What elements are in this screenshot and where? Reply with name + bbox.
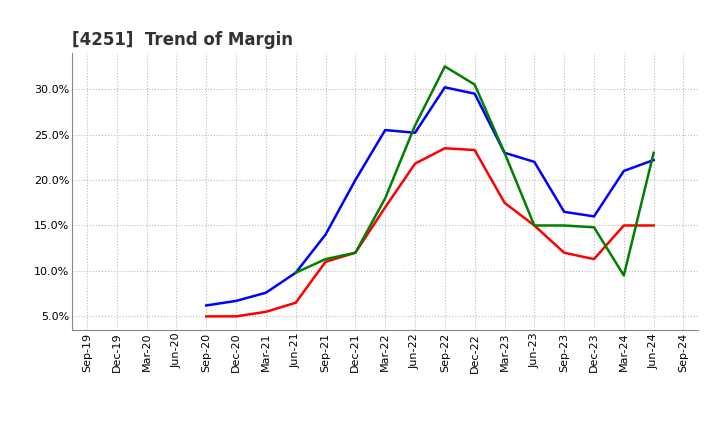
Net Income — [202, 314, 210, 319]
Net Income — [292, 300, 300, 305]
Ordinary Income — [649, 158, 658, 163]
Net Income — [351, 250, 360, 255]
Operating Cashflow — [441, 64, 449, 69]
Net Income — [470, 147, 479, 153]
Ordinary Income — [292, 270, 300, 275]
Net Income — [560, 250, 569, 255]
Operating Cashflow — [321, 257, 330, 262]
Net Income — [381, 205, 390, 210]
Operating Cashflow — [381, 195, 390, 201]
Net Income — [530, 223, 539, 228]
Ordinary Income — [321, 232, 330, 237]
Operating Cashflow — [649, 150, 658, 155]
Ordinary Income — [351, 177, 360, 183]
Net Income — [232, 314, 240, 319]
Ordinary Income — [619, 169, 628, 174]
Net Income — [500, 200, 509, 205]
Operating Cashflow — [590, 225, 598, 230]
Ordinary Income — [410, 130, 419, 136]
Net Income — [410, 161, 419, 166]
Line: Net Income: Net Income — [206, 148, 654, 316]
Operating Cashflow — [292, 270, 300, 275]
Line: Ordinary Income: Ordinary Income — [206, 87, 654, 305]
Operating Cashflow — [470, 82, 479, 87]
Net Income — [321, 259, 330, 264]
Operating Cashflow — [619, 273, 628, 278]
Net Income — [619, 223, 628, 228]
Ordinary Income — [441, 84, 449, 90]
Operating Cashflow — [530, 223, 539, 228]
Operating Cashflow — [500, 150, 509, 155]
Ordinary Income — [530, 159, 539, 165]
Ordinary Income — [261, 290, 270, 295]
Operating Cashflow — [410, 123, 419, 128]
Ordinary Income — [202, 303, 210, 308]
Ordinary Income — [381, 128, 390, 133]
Net Income — [441, 146, 449, 151]
Operating Cashflow — [351, 250, 360, 255]
Ordinary Income — [232, 298, 240, 304]
Ordinary Income — [560, 209, 569, 214]
Text: [4251]  Trend of Margin: [4251] Trend of Margin — [72, 31, 293, 49]
Ordinary Income — [470, 91, 479, 96]
Ordinary Income — [590, 214, 598, 219]
Net Income — [261, 309, 270, 315]
Ordinary Income — [500, 150, 509, 155]
Line: Operating Cashflow: Operating Cashflow — [296, 66, 654, 275]
Net Income — [590, 257, 598, 262]
Net Income — [649, 223, 658, 228]
Operating Cashflow — [560, 223, 569, 228]
